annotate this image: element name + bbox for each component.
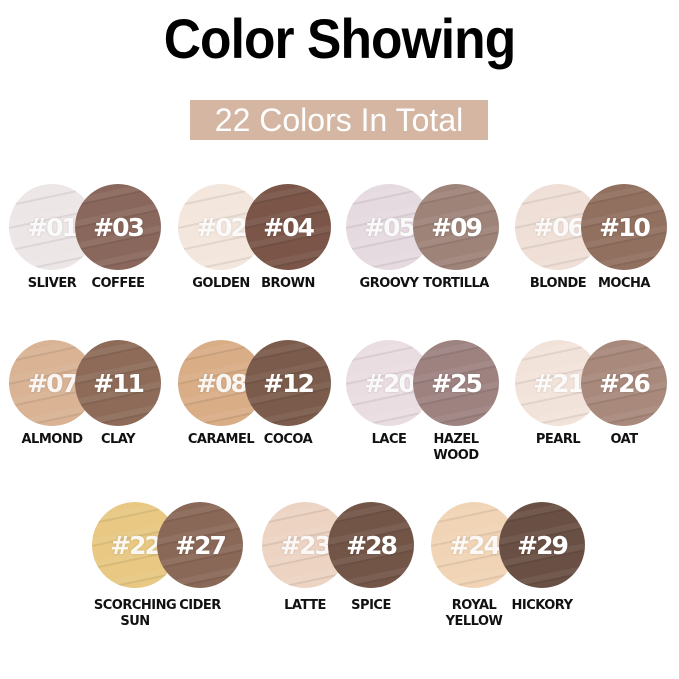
swatch-label: SPICE: [351, 598, 391, 613]
swatch-label: HICKORY: [511, 598, 573, 613]
swatch-06: #06: [515, 184, 601, 270]
subtitle-banner: 22 Colors In Total: [190, 100, 488, 140]
swatch-label: SCORCHING SUN: [93, 598, 177, 629]
swatch-26: #26: [581, 340, 667, 426]
swatch-10: #10: [581, 184, 667, 270]
swatch-label: LACE: [371, 432, 407, 447]
swatch-28: #28: [328, 502, 414, 588]
swatch-label: HAZEL WOOD: [433, 432, 479, 463]
swatch-label: GROOVY: [359, 276, 419, 291]
swatch-label: CIDER: [179, 598, 221, 613]
swatch-label: GOLDEN: [192, 276, 250, 291]
swatch-label: TORTILLA: [423, 276, 489, 291]
swatch-label: OAT: [610, 432, 638, 447]
swatch-label: PEARL: [535, 432, 581, 447]
swatch-label: BROWN: [261, 276, 315, 291]
swatch-label: LATTE: [284, 598, 326, 613]
swatch-label: BLONDE: [529, 276, 587, 291]
page-title: Color Showing: [163, 7, 516, 70]
swatch-label: ROYAL YELLOW: [445, 598, 503, 629]
swatch-label: SLIVER: [27, 276, 77, 291]
swatch-09: #09: [413, 184, 499, 270]
swatch-11: #11: [75, 340, 161, 426]
swatch-20: #20: [346, 340, 432, 426]
swatch-label: COFFEE: [91, 276, 145, 291]
swatch-04: #04: [245, 184, 331, 270]
swatch-03: #03: [75, 184, 161, 270]
swatch-label: COCOA: [263, 432, 313, 447]
swatch-27: #27: [157, 502, 243, 588]
swatch-23: #23: [262, 502, 348, 588]
swatch-label: CLAY: [100, 432, 136, 447]
swatch-29: #29: [499, 502, 585, 588]
swatch-label: MOCHA: [598, 276, 650, 291]
swatch-label: CARAMEL: [187, 432, 255, 447]
swatch-02: #02: [178, 184, 264, 270]
swatch-25: #25: [413, 340, 499, 426]
swatch-label: ALMOND: [21, 432, 83, 447]
swatch-12: #12: [245, 340, 331, 426]
